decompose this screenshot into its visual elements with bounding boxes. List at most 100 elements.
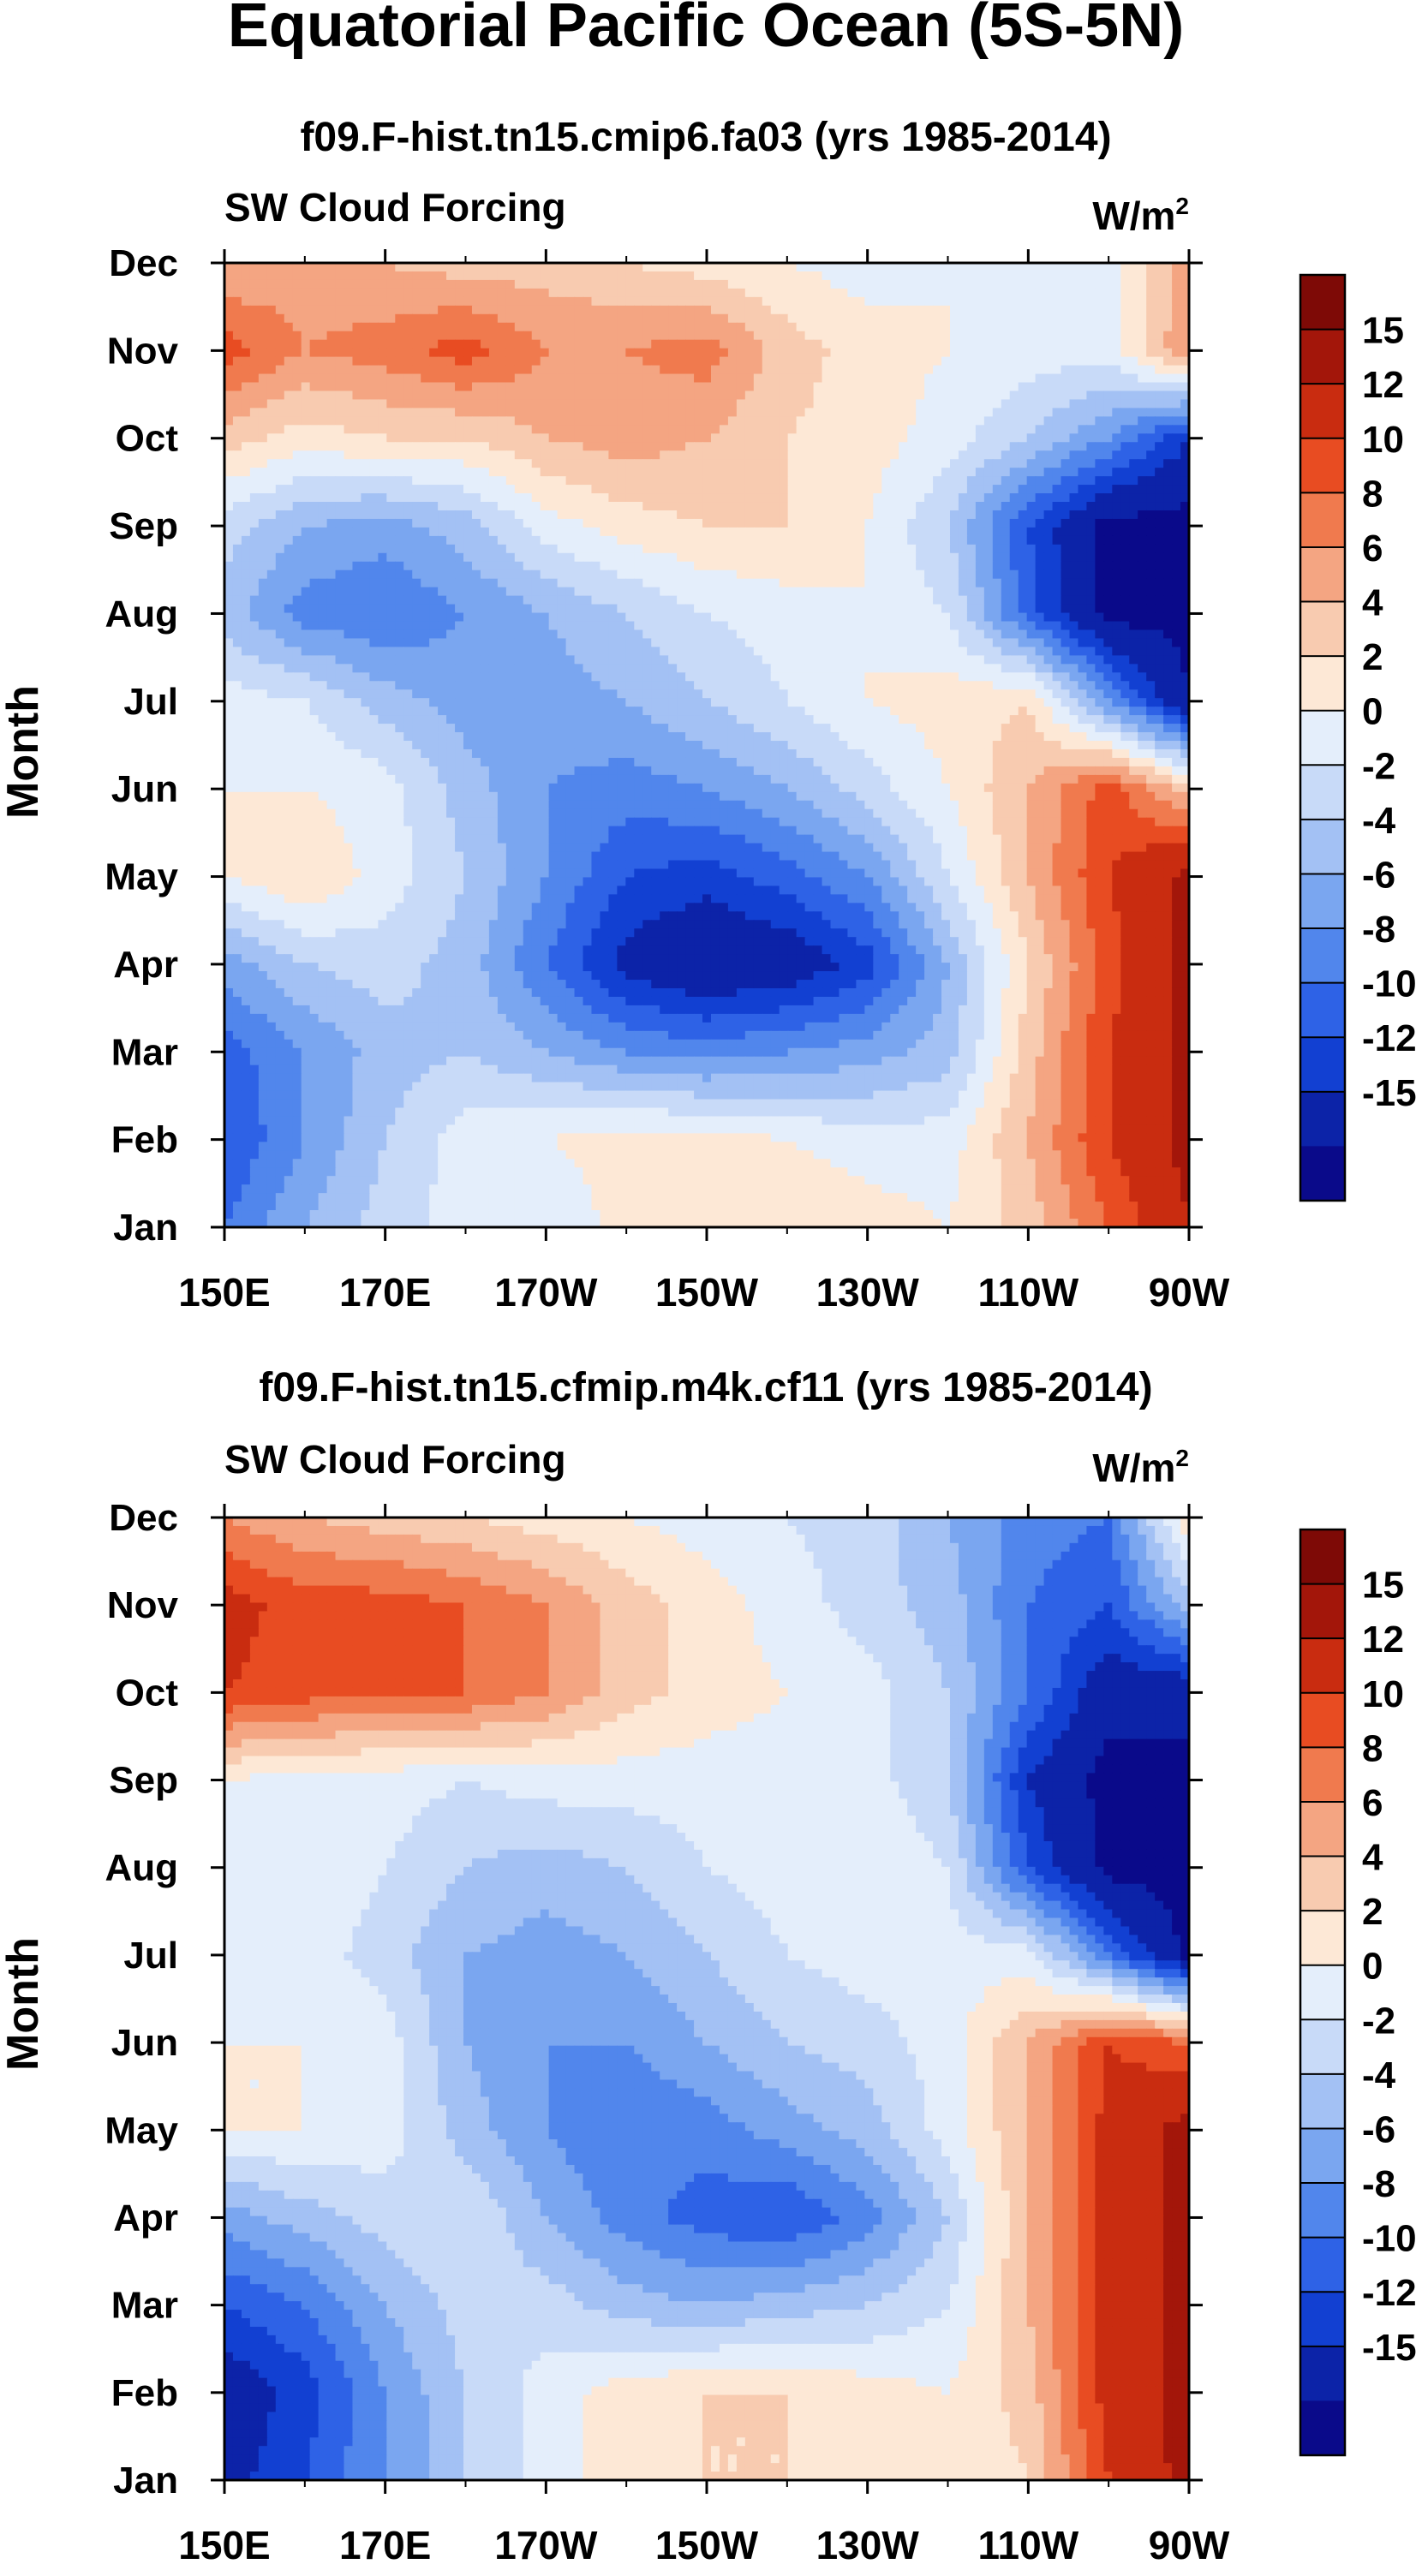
contour-cell (856, 450, 866, 460)
contour-cell (403, 373, 413, 384)
contour-cell (309, 569, 320, 580)
contour-cell (1009, 561, 1019, 571)
contour-cell (224, 322, 234, 332)
contour-cell (352, 604, 362, 614)
contour-cell (983, 425, 994, 434)
contour-cell (591, 595, 601, 605)
contour-cell (1180, 408, 1189, 418)
contour-cell (497, 604, 507, 614)
contour-cell (266, 468, 277, 477)
contour-cell (651, 313, 660, 324)
contour-cell (727, 399, 738, 409)
contour-cell (677, 263, 686, 272)
contour-cell (241, 518, 251, 528)
contour-cell (1120, 493, 1130, 503)
contour-cell (744, 552, 755, 563)
contour-cell (830, 425, 840, 434)
contour-cell (326, 296, 337, 307)
contour-cell (344, 493, 354, 503)
contour-cell (736, 373, 746, 384)
contour-cell (744, 271, 755, 281)
contour-cell (224, 527, 234, 537)
contour-cell (1129, 493, 1138, 503)
contour-cell (292, 561, 302, 571)
contour-cell (1069, 578, 1079, 588)
contour-cell (873, 612, 882, 623)
contour-cell (694, 442, 703, 451)
contour-cell (531, 391, 541, 401)
contour-cell (284, 263, 294, 272)
contour-cell (1061, 510, 1071, 520)
contour-cell (727, 476, 738, 486)
contour-cell (856, 382, 866, 392)
contour-cell (694, 373, 703, 384)
contour-cell (899, 399, 908, 409)
contour-cell (881, 569, 891, 580)
contour-cell (523, 288, 533, 298)
contour-cell (839, 587, 849, 597)
contour-cell (719, 322, 729, 332)
contour-cell (438, 365, 447, 375)
contour-cell (386, 442, 396, 451)
contour-cell (258, 373, 268, 384)
contour-cell (642, 544, 652, 554)
contour-cell (1035, 535, 1045, 546)
contour-cell (266, 271, 277, 281)
contour-cell (540, 569, 550, 580)
contour-cell (540, 561, 550, 571)
contour-cell (1018, 612, 1028, 623)
contour-cell (941, 527, 951, 537)
contour-cell (497, 502, 507, 511)
contour-cell (744, 442, 755, 451)
contour-cell (421, 296, 430, 307)
contour-cell (1009, 578, 1019, 588)
contour-cell (1069, 595, 1079, 605)
contour-cell (1129, 485, 1138, 494)
contour-cell (642, 587, 652, 597)
contour-cell (736, 391, 746, 401)
contour-cell (455, 476, 464, 486)
contour-cell (1180, 450, 1189, 460)
contour-cell (583, 382, 593, 392)
contour-cell (719, 408, 729, 418)
contour-cell (540, 433, 550, 443)
contour-cell (1009, 587, 1019, 597)
contour-cell (1078, 356, 1088, 367)
contour-cell (318, 288, 328, 298)
contour-cell (949, 578, 959, 588)
contour-cell (1103, 373, 1114, 384)
contour-cell (1138, 263, 1147, 272)
contour-cell (660, 322, 669, 332)
contour-cell (719, 313, 729, 324)
contour-cell (694, 416, 703, 426)
contour-cell (762, 552, 772, 563)
contour-cell (899, 621, 908, 631)
contour-cell (386, 459, 396, 468)
contour-cell (1001, 288, 1011, 298)
contour-cell (301, 339, 311, 349)
contour-cell (591, 288, 601, 298)
contour-cell (642, 621, 652, 631)
contour-cell (1061, 331, 1071, 341)
contour-cell (1026, 408, 1037, 418)
contour-cell (1163, 296, 1173, 307)
contour-cell (727, 339, 738, 349)
contour-cell (924, 535, 934, 546)
contour-cell (1061, 416, 1071, 426)
contour-cell (873, 595, 882, 605)
contour-cell (651, 271, 660, 281)
contour-cell (668, 527, 678, 537)
contour-cell (830, 322, 840, 332)
contour-cell (540, 552, 550, 563)
contour-cell (557, 544, 567, 554)
contour-cell (1043, 391, 1054, 401)
contour-cell (1086, 356, 1096, 367)
contour-cell (1061, 518, 1071, 528)
contour-cell (548, 450, 559, 460)
contour-cell (727, 391, 738, 401)
contour-cell (335, 621, 345, 631)
contour-cell (438, 425, 447, 434)
contour-cell (403, 433, 413, 443)
contour-cell (1069, 493, 1079, 503)
contour-cell (1061, 552, 1071, 563)
